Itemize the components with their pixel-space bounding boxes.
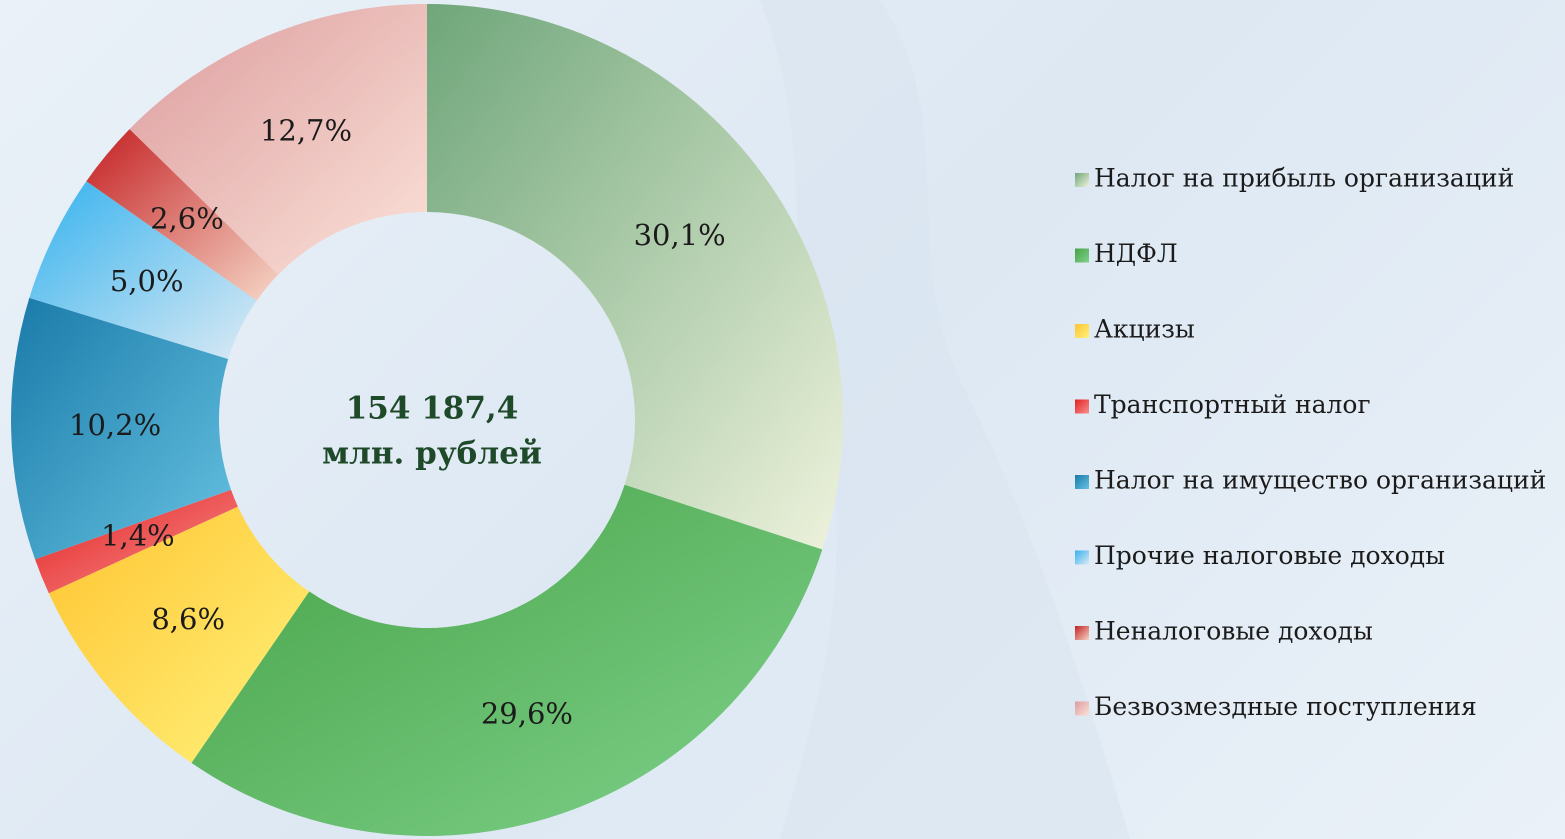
map-shape bbox=[760, 0, 1130, 839]
slice-label: 5,0% bbox=[110, 264, 184, 298]
legend-label: Налог на имущество организаций bbox=[1094, 466, 1546, 495]
slice-label: 1,4% bbox=[101, 518, 175, 552]
slice-label: 30,1% bbox=[634, 218, 726, 252]
slice bbox=[427, 4, 844, 550]
slice bbox=[129, 4, 427, 275]
slice-label: 2,6% bbox=[150, 202, 224, 236]
legend-swatch bbox=[1075, 701, 1089, 716]
slice bbox=[35, 489, 238, 594]
slice-label: 29,6% bbox=[481, 697, 573, 731]
legend-swatch bbox=[1075, 475, 1089, 489]
legend-label: Неналоговые доходы bbox=[1094, 617, 1373, 646]
legend-swatch bbox=[1075, 248, 1089, 263]
legend-label: Безвозмездные поступления bbox=[1094, 692, 1477, 721]
slice-label: 10,2% bbox=[69, 408, 161, 442]
slice bbox=[86, 129, 279, 301]
slice bbox=[48, 506, 310, 763]
legend-label: Налог на прибыль организаций bbox=[1094, 164, 1514, 193]
slice-label: 8,6% bbox=[151, 602, 225, 636]
legend-swatch bbox=[1075, 324, 1089, 338]
center-value: 154 187,4 bbox=[346, 391, 519, 427]
slice bbox=[29, 181, 257, 359]
legend-swatch bbox=[1075, 173, 1089, 187]
legend-label: Акцизы bbox=[1094, 315, 1195, 344]
legend-label: Транспортный налог bbox=[1094, 390, 1371, 419]
legend-swatch bbox=[1075, 626, 1089, 640]
legend-label: НДФЛ bbox=[1094, 239, 1178, 268]
slice-label: 12,7% bbox=[260, 113, 352, 147]
legend-swatch bbox=[1075, 399, 1089, 414]
legend-label: Прочие налоговые доходы bbox=[1094, 541, 1445, 570]
legend-swatch bbox=[1075, 550, 1089, 565]
slice bbox=[10, 297, 232, 560]
center-unit: млн. рублей bbox=[322, 436, 542, 472]
slice bbox=[191, 484, 823, 837]
